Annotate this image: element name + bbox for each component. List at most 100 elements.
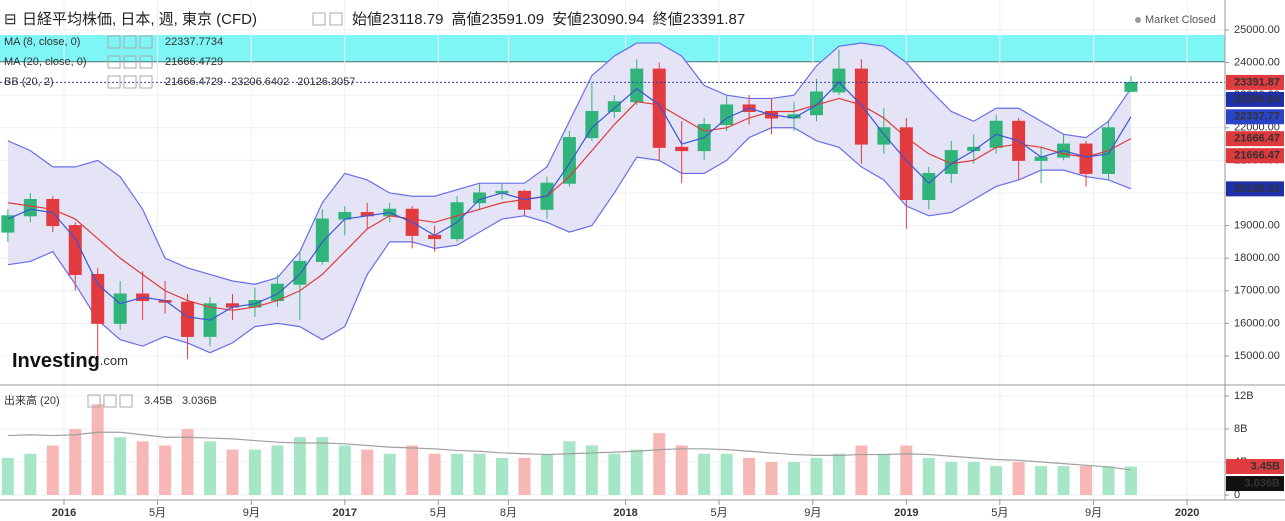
volume-bar: [877, 453, 890, 495]
volume-bar: [1057, 466, 1070, 495]
y-tick-label: 19000.00: [1234, 219, 1280, 231]
y-tick-label: 16000.00: [1234, 317, 1280, 329]
bb-upper: [7, 42, 1132, 285]
y-tick-label: 15000.00: [1234, 350, 1280, 362]
candle-body: [675, 146, 689, 152]
candle-body: [562, 137, 576, 184]
value-box-label: 3.036B: [1245, 477, 1281, 489]
candle-body: [652, 68, 666, 148]
overlay: 2016 5月 9月 2017 5月 8月 2018 5月 9月 2019 5月 9月 2020 1500…: [4, 24, 1284, 519]
volume-bar: [248, 449, 261, 495]
x-tick-label: 9月: [1085, 507, 1102, 519]
volume-tick-label: 8B: [1234, 423, 1247, 435]
candle-body: [854, 68, 868, 145]
volume-bar: [1102, 466, 1115, 495]
x-tick-label: 9月: [804, 507, 821, 519]
volume-bar: [496, 457, 509, 495]
x-tick-label: 9月: [243, 507, 260, 519]
value-box: [1226, 181, 1284, 197]
volume-ma-line: [7, 431, 1132, 471]
candle-body: [181, 301, 195, 337]
value-box-label: 23206.64: [1234, 93, 1281, 105]
ohlc-header: 始値23118.79 高値23591.09 安値23090.94 終値23391.87: [352, 11, 745, 28]
candle-body: [91, 273, 105, 324]
volume-bar: [922, 457, 935, 495]
y-tick-label: 24000.00: [1234, 57, 1280, 69]
value-box-label: 3.45B: [1251, 460, 1280, 472]
volume-bar: [136, 441, 149, 495]
volume-tick-label: 12B: [1234, 390, 1254, 402]
legend-icon: [107, 35, 121, 49]
candle-body: [607, 101, 621, 112]
collapse-icon[interactable]: ⊟: [4, 11, 17, 28]
value-box-label: 20126.31: [1234, 183, 1280, 195]
x-tick-label: 2018: [613, 507, 637, 519]
candle-body: [1124, 81, 1138, 92]
legend-value: 20126.3057: [297, 76, 355, 88]
value-box-label: 21666.47: [1234, 150, 1280, 162]
volume-bar: [1080, 466, 1093, 495]
volume-tick-label: 0: [1234, 489, 1240, 501]
volume-bar: [518, 457, 531, 495]
value-box: [1226, 476, 1284, 492]
volume-bar: [406, 445, 419, 495]
value-box: [1226, 74, 1284, 90]
volume-bar: [810, 457, 823, 495]
candle-body: [877, 127, 891, 145]
value-box: [1226, 91, 1284, 107]
volume-legend-value: 3.45B: [144, 395, 173, 407]
candle-body: [113, 293, 127, 324]
value-box-label: 21666.47: [1234, 133, 1280, 145]
volume-bar: [653, 433, 666, 495]
grid: [0, 0, 1225, 500]
legend-value: 21666.4729: [165, 76, 223, 88]
y-tick-label: 17000.00: [1234, 285, 1280, 297]
legend-icon: [123, 55, 137, 69]
y-tick-label: 22000.00: [1234, 122, 1280, 134]
value-box-label: 23391.87: [1234, 76, 1280, 88]
legend-icon: [87, 394, 101, 408]
y-tick-label: 25000.00: [1234, 24, 1280, 36]
volume-bar: [832, 453, 845, 495]
y-tick-label: 18000.00: [1234, 252, 1280, 264]
candle-body: [944, 150, 958, 174]
volume-bar: [24, 453, 37, 495]
legend-name: BB (20, 2): [4, 76, 54, 88]
volume-bar: [293, 437, 306, 495]
x-tick-label: 2019: [894, 507, 918, 519]
value-box-label: 22337.77: [1234, 111, 1280, 123]
volume-bar: [900, 445, 913, 495]
value-box: [1226, 109, 1284, 125]
volume-bar: [967, 461, 980, 495]
legend-name: MA (8, close, 0): [4, 36, 80, 48]
volume-bar: [585, 445, 598, 495]
volume-bar: [91, 404, 104, 495]
legend-icon: [139, 55, 153, 69]
x-tick-label: 8月: [500, 507, 517, 519]
candle-body: [832, 68, 846, 93]
candle-body: [922, 172, 936, 200]
volume-bar: [1, 457, 14, 495]
legend-value: 23206.6402: [231, 76, 289, 88]
volume-bar: [698, 453, 711, 495]
legend-icon: [123, 75, 137, 89]
plot: [0, 42, 1225, 495]
icon[interactable]: [312, 12, 326, 26]
legend-icon: [119, 394, 133, 408]
candle-body: [1079, 143, 1093, 174]
volume-bar: [855, 445, 868, 495]
volume-bar: [1035, 466, 1048, 495]
legend-value: 22337.7734: [165, 36, 223, 48]
volume-bar: [630, 449, 643, 495]
volume-bar: [675, 445, 688, 495]
candle-body: [23, 198, 37, 217]
volume-bar: [765, 461, 778, 495]
bb-lower: [7, 127, 1132, 354]
icon[interactable]: [329, 12, 343, 26]
candle-body: [899, 127, 913, 200]
volume-bar: [316, 437, 329, 495]
x-tick-label: 5月: [149, 507, 166, 519]
legend-icon: [107, 75, 121, 89]
logo: Investing.com: [12, 350, 128, 372]
value-box: [1226, 148, 1284, 164]
